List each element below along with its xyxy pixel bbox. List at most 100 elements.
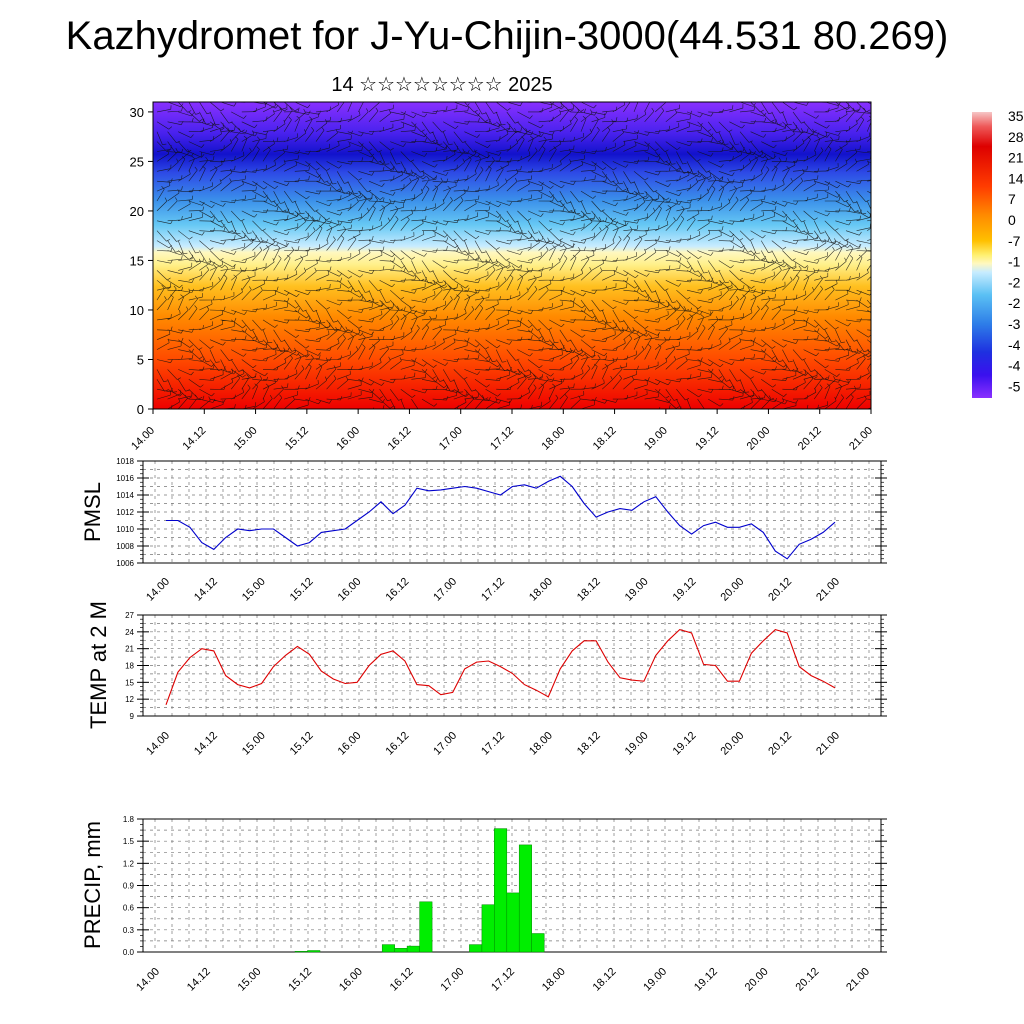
- section-xtick-label: 21.00: [847, 425, 875, 453]
- section-ytick-label: 5: [137, 352, 144, 367]
- precip-xtick-label: 16.00: [337, 966, 365, 994]
- pmsl-line: [166, 475, 836, 560]
- precip-xtick-label: 15.12: [286, 966, 314, 994]
- temp-xtick-label: 17.00: [431, 730, 459, 758]
- temp-ytick-label: 21: [125, 645, 134, 654]
- colorbar-label: 0: [1008, 212, 1016, 228]
- temp-xtick-label: 19.00: [623, 730, 651, 758]
- section-field: [153, 102, 871, 409]
- precip-bar: [307, 950, 321, 953]
- precip-xtick-label: 14.12: [185, 966, 213, 994]
- temp-ytick-label: 9: [130, 712, 135, 721]
- pmsl-xtick-label: 17.00: [431, 576, 459, 604]
- section-xtick-label: 14.12: [180, 425, 208, 453]
- colorbar-label: -1: [1008, 254, 1021, 270]
- precip-bar: [494, 828, 508, 953]
- colorbar-label: -5: [1008, 378, 1021, 394]
- vertical-section-panel: 0 5 10 15 20 25 30 14.00 14.12 15.00 15.12 16.00 16.…: [129, 101, 875, 453]
- precip-bar: [419, 901, 433, 953]
- colorbar-label: -7: [1008, 233, 1021, 249]
- wind-barbs: [156, 102, 871, 409]
- pmsl-xtick-label: 17.12: [479, 576, 507, 604]
- colorbar-label: 28: [1008, 129, 1024, 145]
- precip-ytick-label: 0.9: [123, 882, 135, 891]
- temp-ytick-label: 24: [125, 628, 134, 637]
- pmsl-xtick-label: 19.00: [623, 576, 651, 604]
- pmsl-ytick-label: 1008: [116, 542, 134, 551]
- temp-xtick-label: 16.12: [383, 730, 411, 758]
- section-xtick-label: 20.00: [745, 425, 773, 453]
- temp-ytick-label: 27: [125, 611, 134, 620]
- temp-xtick-label: 17.12: [479, 730, 507, 758]
- pmsl-xtick-label: 14.12: [192, 576, 220, 604]
- temp-xtick-label: 20.00: [718, 730, 746, 758]
- precip-bar: [394, 948, 408, 953]
- precip-xtick-label: 20.12: [793, 966, 821, 994]
- pmsl-xtick-label: 15.00: [240, 576, 268, 604]
- precip-ytick-label: 0.6: [123, 904, 135, 913]
- colorbar-label: -2: [1008, 295, 1021, 311]
- precip-bar: [481, 904, 495, 953]
- temp-xtick-label: 14.12: [192, 730, 220, 758]
- colorbar-label: -2: [1008, 274, 1021, 290]
- wind-barb-paths: [156, 102, 871, 409]
- temp-xtick-label: 16.00: [336, 730, 364, 758]
- pmsl-panel: 1006 1008 1010 1012 1014 1016 1018 PMSL 14.00 14.…: [80, 457, 887, 604]
- section-xtick-label: 17.00: [437, 425, 465, 453]
- precip-bar: [294, 951, 308, 953]
- precip-xtick-label: 20.00: [743, 966, 771, 994]
- pmsl-xtick-label: 18.12: [575, 576, 603, 604]
- pmsl-ytick-label: 1018: [116, 457, 134, 466]
- temp-panel: 9 12 15 18 21 24 27 TEMP at 2 M 14.00 14.12 15.00 1…: [86, 601, 887, 758]
- colorbar-label: -3: [1008, 316, 1021, 332]
- precip-bar: [518, 844, 532, 953]
- precip-xtick-label: 15.00: [236, 966, 264, 994]
- section-ytick-label: 0: [137, 402, 144, 417]
- precip-xtick-label: 21.00: [844, 966, 872, 994]
- section-xtick-label: 18.12: [591, 425, 619, 453]
- section-xtick-label: 18.00: [539, 425, 567, 453]
- pmsl-xtick-label: 16.12: [383, 576, 411, 604]
- section-xtick-label: 20.12: [796, 425, 824, 453]
- colorbar-label: -4: [1008, 337, 1021, 353]
- precip-ytick-label: 1.8: [123, 815, 135, 824]
- section-xtick-label: 16.12: [386, 425, 414, 453]
- precip-xtick-label: 17.12: [489, 966, 517, 994]
- section-ytick-label: 10: [130, 303, 144, 318]
- precip-ytick-label: 0.0: [123, 948, 135, 957]
- temp-xtick-label: 19.12: [671, 730, 699, 758]
- pmsl-ytick-label: 1016: [116, 474, 134, 483]
- section-ytick-label: 15: [130, 253, 144, 268]
- pmsl-ytick-label: 1006: [116, 559, 134, 568]
- section-xtick-label: 15.12: [283, 425, 311, 453]
- temp-xtick-label: 21.00: [814, 730, 842, 758]
- pmsl-ytick-label: 1014: [116, 491, 134, 500]
- precip-ytick-label: 1.2: [123, 859, 135, 868]
- pmsl-xtick-label: 14.00: [144, 576, 172, 604]
- pmsl-xtick-label: 19.12: [671, 576, 699, 604]
- section-ytick-label: 25: [130, 154, 144, 169]
- precip-panel: 0.0 0.3 0.6 0.9 1.2 1.5 1.8 PRECIP, mm 14.00 14.1…: [80, 815, 887, 994]
- temp-ytick-label: 18: [125, 662, 134, 671]
- pmsl-xtick-label: 21.00: [814, 576, 842, 604]
- section-xtick-label: 19.12: [693, 425, 721, 453]
- section-ytick-label: 30: [130, 105, 144, 120]
- temp-xtick-label: 18.00: [527, 730, 555, 758]
- precip-xtick-label: 18.00: [540, 966, 568, 994]
- pmsl-axis-label: PMSL: [80, 482, 105, 542]
- colorbar-fill: [972, 112, 992, 398]
- temp-ytick-label: 12: [125, 695, 134, 704]
- section-ytick-label: 20: [130, 204, 144, 219]
- section-xtick-label: 17.12: [488, 425, 516, 453]
- precip-xtick-label: 16.12: [388, 966, 416, 994]
- temp-axis-label: TEMP at 2 M: [86, 601, 111, 729]
- precip-ytick-label: 0.3: [123, 926, 135, 935]
- figure-title: Kazhydromet for J-Yu-Chijin-3000(44.531 …: [65, 14, 949, 58]
- temp-xtick-label: 14.00: [144, 730, 172, 758]
- colorbar: 35 28 21 14 7 0 -7 -1 -2 -2 -3 -4 -4 -5: [972, 108, 1024, 398]
- precip-bar: [506, 892, 520, 953]
- temp-xtick-label: 18.12: [575, 730, 603, 758]
- temp-xtick-label: 20.12: [766, 730, 794, 758]
- temp-grid: [143, 614, 881, 717]
- colorbar-label: 21: [1008, 150, 1024, 166]
